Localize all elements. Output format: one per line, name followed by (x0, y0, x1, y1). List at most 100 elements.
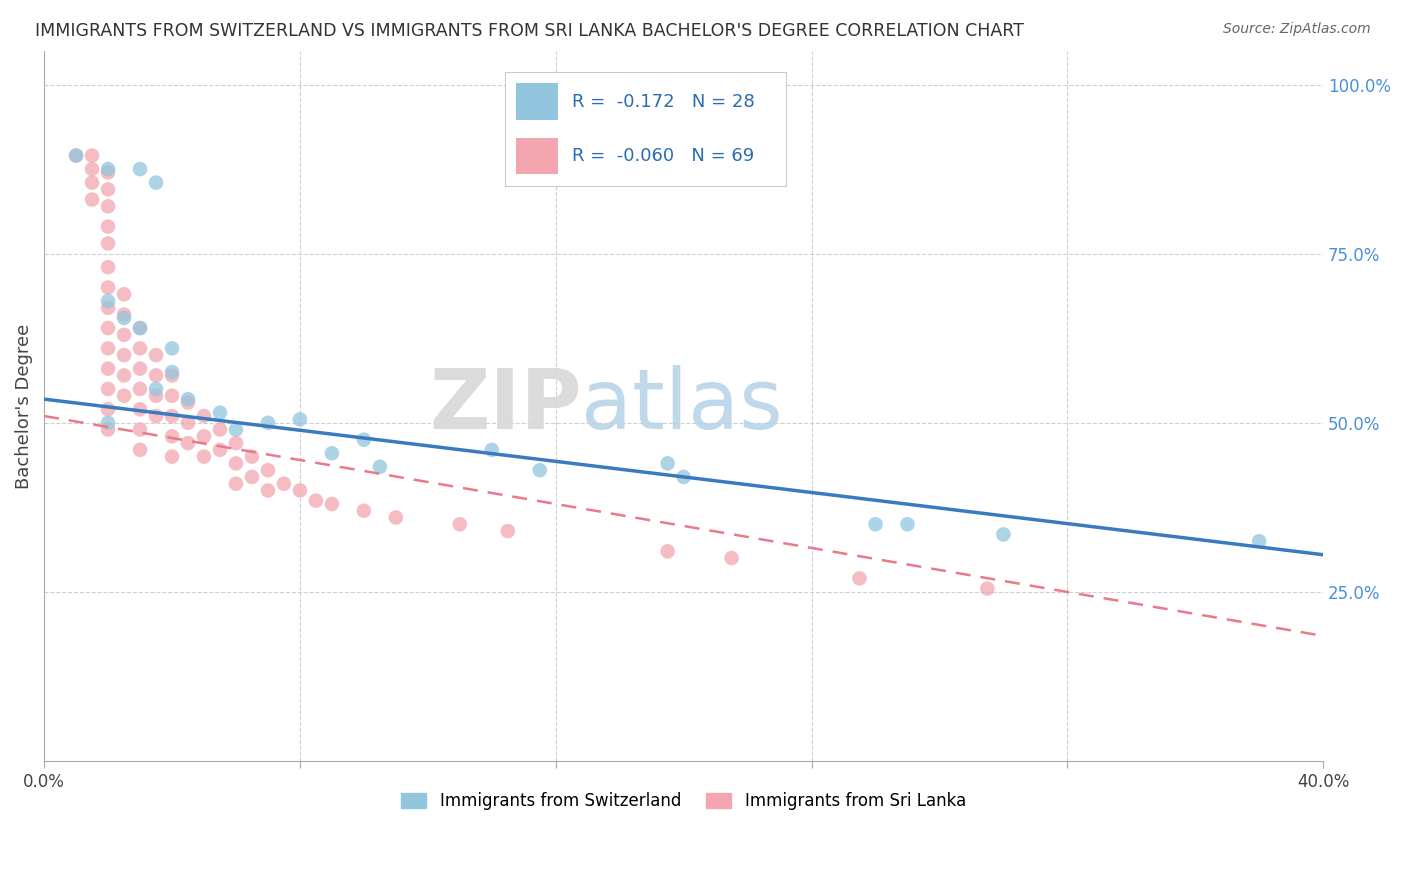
Point (177, 392, 200, 406)
Y-axis label: Bachelor's Degree: Bachelor's Degree (15, 323, 32, 489)
Point (208, 442, 231, 457)
Point (720, 551, 742, 566)
Point (208, 406, 231, 420)
Point (865, 517, 887, 532)
Point (160, 342, 183, 356)
Point (993, 527, 1015, 541)
Point (80, 148, 103, 162)
Point (288, 483, 311, 498)
Point (145, 409, 167, 423)
Point (97, 382, 120, 396)
Point (97, 342, 120, 356)
Point (97, 182, 120, 196)
Point (305, 493, 328, 508)
Point (368, 459, 391, 474)
Point (672, 470, 695, 484)
Point (129, 382, 152, 396)
Point (225, 436, 247, 450)
Text: IMMIGRANTS FROM SWITZERLAND VS IMMIGRANTS FROM SRI LANKA BACHELOR'S DEGREE CORRE: IMMIGRANTS FROM SWITZERLAND VS IMMIGRANT… (35, 22, 1024, 40)
Point (112, 327, 135, 342)
Point (97, 260, 120, 275)
Point (896, 517, 918, 532)
Point (112, 310, 135, 325)
Point (80, 176, 103, 190)
Point (97, 402, 120, 417)
Point (97, 219, 120, 234)
Point (240, 470, 263, 484)
Point (529, 463, 551, 477)
Legend: Immigrants from Switzerland, Immigrants from Sri Lanka: Immigrants from Switzerland, Immigrants … (395, 785, 973, 817)
Point (129, 321, 152, 335)
Point (97, 416, 120, 430)
Point (145, 382, 167, 396)
Point (225, 423, 247, 437)
Point (321, 446, 343, 460)
Point (65, 148, 87, 162)
Point (193, 450, 215, 464)
Point (848, 571, 870, 585)
Point (97, 165, 120, 179)
Point (65, 148, 87, 162)
Point (145, 368, 167, 383)
Point (112, 287, 135, 301)
Point (80, 193, 103, 207)
Point (177, 436, 200, 450)
Point (97, 162, 120, 177)
Point (496, 524, 519, 538)
Point (976, 582, 998, 596)
Point (112, 368, 135, 383)
Point (129, 342, 152, 356)
Point (112, 348, 135, 362)
Point (129, 402, 152, 417)
Point (129, 321, 152, 335)
Point (145, 176, 167, 190)
Point (160, 365, 183, 379)
Point (160, 429, 183, 443)
Point (257, 416, 280, 430)
Text: atlas: atlas (581, 366, 783, 446)
Point (257, 463, 280, 477)
Point (657, 544, 679, 558)
Point (97, 293, 120, 308)
Point (97, 280, 120, 294)
Point (145, 348, 167, 362)
Point (273, 476, 295, 491)
Point (177, 416, 200, 430)
Point (449, 517, 471, 532)
Text: Source: ZipAtlas.com: Source: ZipAtlas.com (1223, 22, 1371, 37)
Point (97, 236, 120, 251)
Point (177, 395, 200, 409)
Point (97, 301, 120, 315)
Point (240, 450, 263, 464)
Point (353, 504, 375, 518)
Point (208, 423, 231, 437)
Point (97, 199, 120, 213)
Point (193, 409, 215, 423)
Text: ZIP: ZIP (429, 366, 581, 446)
Point (129, 423, 152, 437)
Point (160, 389, 183, 403)
Point (112, 389, 135, 403)
Point (225, 476, 247, 491)
Point (225, 456, 247, 470)
Point (80, 162, 103, 177)
Point (160, 409, 183, 423)
Point (97, 321, 120, 335)
Point (112, 308, 135, 322)
Point (160, 368, 183, 383)
Point (129, 162, 152, 177)
Point (288, 412, 311, 426)
Point (321, 497, 343, 511)
Point (257, 483, 280, 498)
Point (160, 450, 183, 464)
Point (657, 456, 679, 470)
Point (145, 389, 167, 403)
Point (97, 361, 120, 376)
Point (385, 510, 408, 524)
Point (353, 433, 375, 447)
Point (193, 429, 215, 443)
Point (1249, 534, 1271, 549)
Point (97, 423, 120, 437)
Point (129, 442, 152, 457)
Point (129, 361, 152, 376)
